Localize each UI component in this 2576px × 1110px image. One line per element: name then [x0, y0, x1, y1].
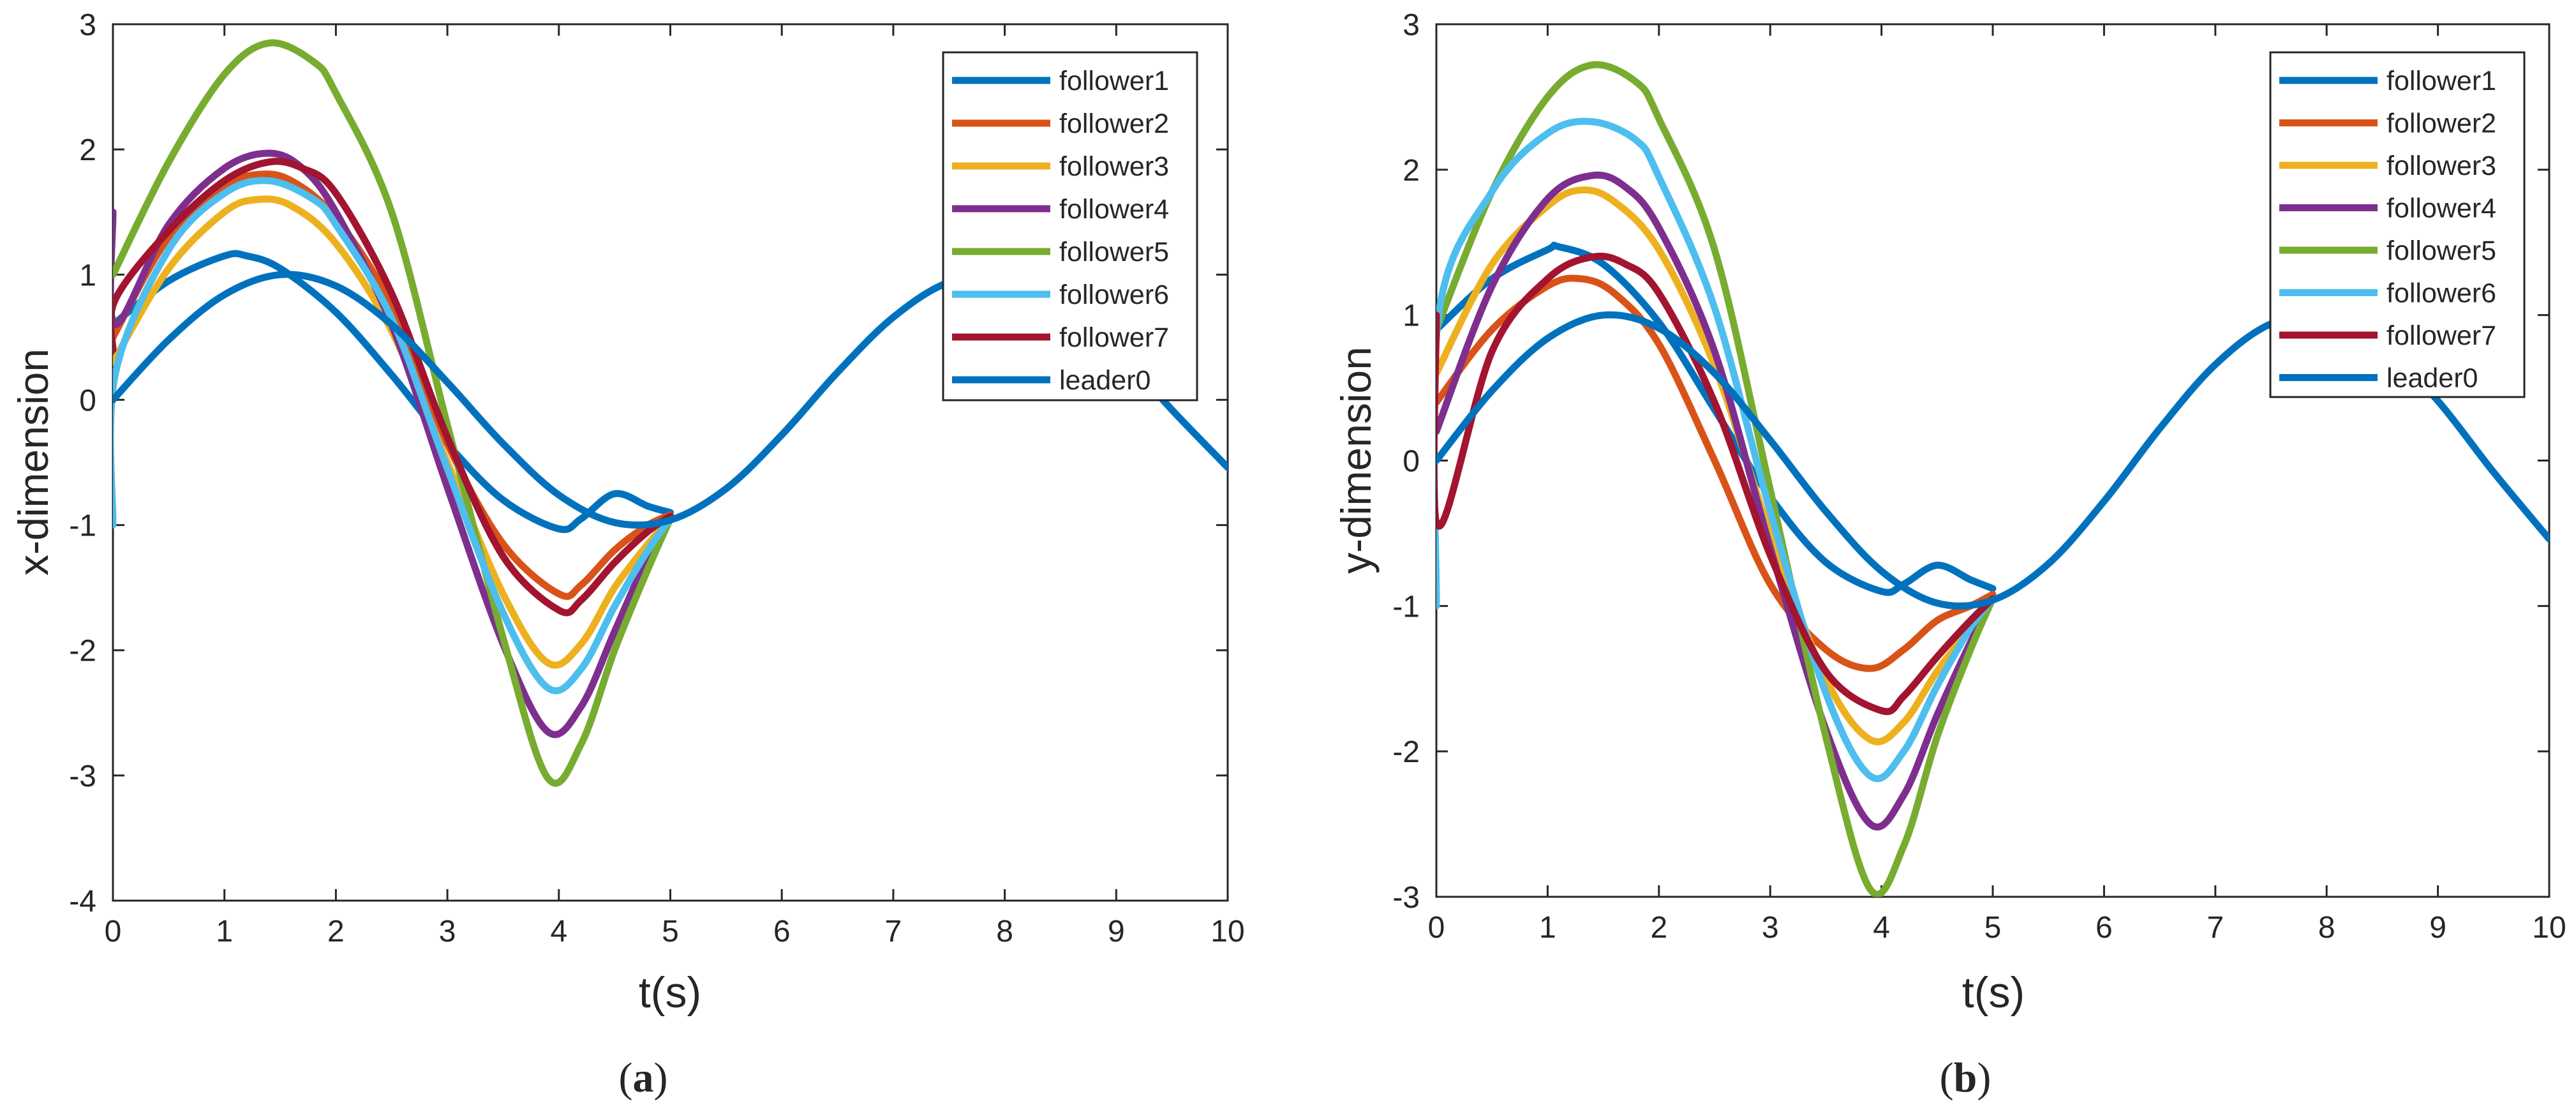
x-tick-label: 5: [1984, 911, 2002, 945]
y-axis-label-a: x-dimension: [10, 349, 57, 576]
ticks-a: 0 1 2 3 4 5 6 7 8 9 10 -4 -3 -2 -1 0 1 2 3: [69, 8, 1244, 949]
x-tick-label: 2: [327, 915, 345, 949]
series-line-follower2: [113, 170, 674, 600]
x-tick-label: 0: [1428, 911, 1445, 945]
series-line-follower2: [1436, 274, 1997, 672]
x-tick-label: 1: [1539, 911, 1556, 945]
x-tick-label: 10: [1210, 915, 1244, 949]
y-tick-label: -1: [1392, 590, 1420, 624]
series-line-follower1: [113, 250, 674, 534]
legend-label-follower6: follower6: [2386, 278, 2496, 309]
y-tick-label: 2: [1403, 154, 1420, 188]
series-line-follower5: [113, 39, 674, 787]
x-tick-label: 6: [773, 915, 791, 949]
x-tick-label: 5: [662, 915, 679, 949]
x-tick-label: 3: [439, 915, 456, 949]
panel-label-b: (b): [1940, 1054, 1992, 1101]
x-tick-label: 7: [885, 915, 902, 949]
x-tick-label: 4: [550, 915, 567, 949]
legend-label-follower7: follower7: [1059, 322, 1169, 353]
x-tick-label: 2: [1650, 911, 1667, 945]
ticks-b: 0 1 2 3 4 5 6 7 8 9 10 -3 -2 -1 0 1 2 3: [1392, 8, 2566, 945]
panel-label-a: (a): [619, 1054, 668, 1101]
series-line-follower4: [1436, 171, 1997, 831]
x-axis-label-a: t(s): [639, 968, 701, 1017]
y-tick-label: 1: [79, 259, 96, 292]
y-tick-label: 0: [79, 384, 96, 417]
y-tick-label: 2: [79, 133, 96, 167]
x-tick-label: 0: [105, 915, 122, 949]
legend-box: [2269, 51, 2526, 398]
x-tick-label: 10: [2532, 911, 2566, 945]
legend-label-follower5: follower5: [1059, 237, 1169, 267]
series-line-follower7: [113, 158, 674, 617]
legend-a: follower1 follower2 follower3 follower4 foll…: [942, 51, 1198, 401]
y-axis-label-b: y-dimension: [1332, 347, 1380, 574]
legend-label-leader0: leader0: [2386, 363, 2478, 394]
series-line-follower6: [1436, 117, 1997, 783]
y-tick-label: 1: [1403, 299, 1420, 333]
y-tick-label: -3: [69, 760, 96, 793]
x-tick-label: 3: [1762, 911, 1779, 945]
legend-label-follower4: follower4: [1059, 194, 1169, 225]
legend-label-follower2: follower2: [2386, 109, 2496, 139]
y-tick-label: -2: [69, 634, 96, 668]
legend-label-follower6: follower6: [1059, 280, 1169, 310]
x-axis-label-b: t(s): [1962, 968, 2025, 1017]
legend-b: follower1 follower2 follower3 follower4 foll…: [2269, 51, 2526, 398]
legend-label-follower3: follower3: [2386, 151, 2496, 181]
legend-label-follower2: follower2: [1059, 109, 1169, 139]
legend-label-follower7: follower7: [2386, 320, 2496, 351]
legend-label-leader0: leader0: [1059, 365, 1150, 396]
legend-label-follower5: follower5: [2386, 236, 2496, 266]
legend-label-follower1: follower1: [1059, 66, 1169, 96]
y-tick-label: -3: [1392, 881, 1420, 915]
legend-box: [942, 51, 1198, 401]
legend-label-follower3: follower3: [1059, 151, 1169, 182]
y-tick-label: 3: [1403, 8, 1420, 42]
legend-label-follower4: follower4: [2386, 193, 2496, 224]
y-tick-label: 3: [79, 8, 96, 42]
x-tick-label: 8: [2318, 911, 2335, 945]
y-tick-label: 0: [1403, 445, 1420, 479]
y-tick-label: -2: [1392, 735, 1420, 769]
x-tick-label: 6: [2096, 911, 2113, 945]
y-tick-label: -4: [69, 885, 96, 919]
series-lines-a: [113, 39, 1228, 787]
series-lines-b: [1436, 61, 2549, 897]
x-tick-label: 7: [2207, 911, 2224, 945]
x-tick-label: 8: [996, 915, 1013, 949]
x-tick-label: 1: [216, 915, 233, 949]
series-line-follower6: [113, 177, 674, 694]
x-tick-label: 9: [1108, 915, 1125, 949]
series-line-follower5: [1436, 61, 1997, 897]
y-tick-label: -1: [69, 509, 96, 543]
legend-label-follower1: follower1: [2386, 66, 2496, 96]
x-tick-label: 9: [2429, 911, 2446, 945]
x-tick-label: 4: [1873, 911, 1890, 945]
